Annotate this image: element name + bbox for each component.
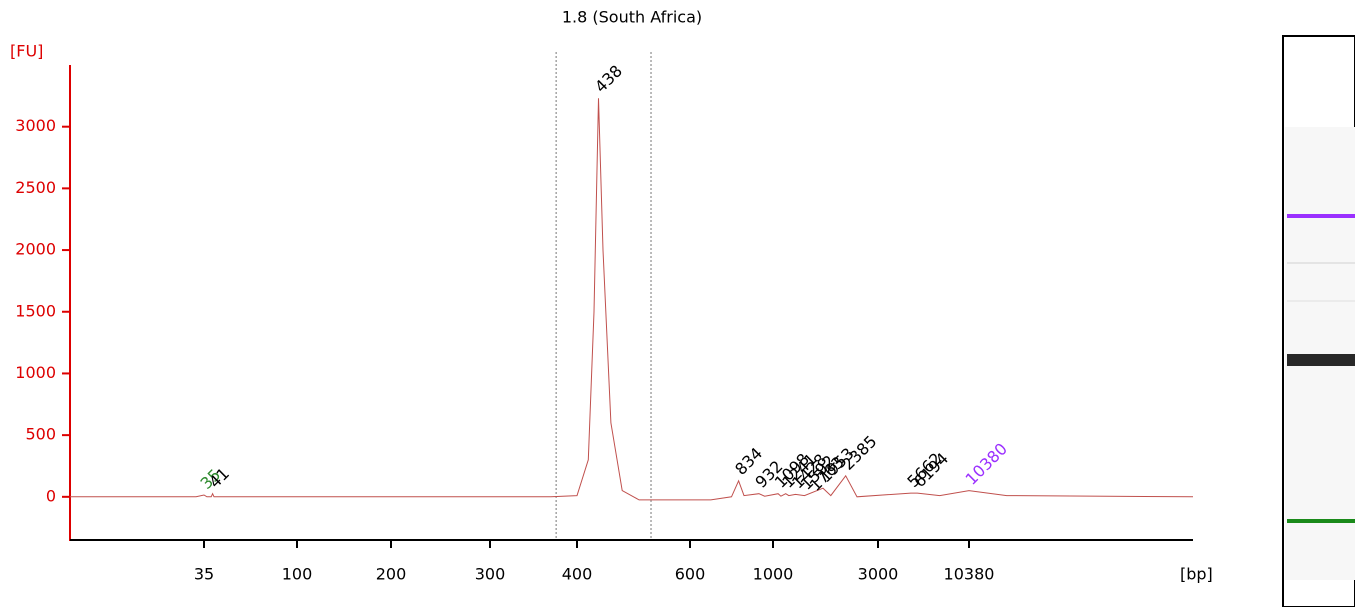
x-tick-label: 400 [562,565,593,584]
gel-band-faint [1287,262,1355,264]
peak-label: 2385 [838,432,880,474]
peak-label: 10380 [962,439,1011,488]
chart-title: 1.8 (South Africa) [562,8,702,27]
peak-label: 6194 [910,449,952,491]
y-tick-label: 1000 [15,363,56,382]
y-tick-label: 1500 [15,301,56,320]
y-tick-label: 500 [25,425,56,444]
gel-band-lower [1287,519,1355,523]
x-tick-label: 10380 [944,565,995,584]
y-tick-label: 0 [46,486,56,505]
x-tick-label: 300 [475,565,506,584]
x-axis-label: [bp] [1180,565,1213,584]
x-tick-label: 200 [376,565,407,584]
y-tick-label: 3000 [15,116,56,135]
gel-band-faint [1287,300,1355,302]
x-tick-label: 600 [675,565,706,584]
x-tick-label: 35 [194,565,214,584]
peak-label: 438 [591,61,626,96]
x-tick-label: 3000 [858,565,899,584]
trace [70,98,1194,501]
y-axis-label: [FU] [10,42,43,61]
y-tick-label: 2500 [15,178,56,197]
gel-lane [1282,35,1355,608]
gel-band-main [1287,354,1355,366]
y-tick-label: 2000 [15,240,56,259]
x-tick-label: 100 [282,565,313,584]
gel-band-upper [1287,214,1355,218]
x-tick-label: 1000 [753,565,794,584]
gel-background [1285,127,1355,580]
